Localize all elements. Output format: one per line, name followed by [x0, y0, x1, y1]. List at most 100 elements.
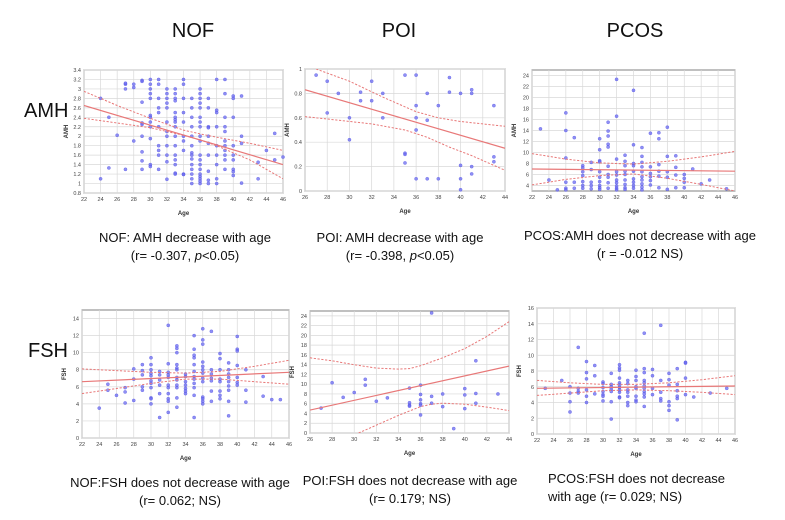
data-point [568, 399, 572, 404]
caption-line-1: POI:FSH does not decrease with age [302, 473, 518, 488]
data-point [325, 79, 329, 83]
data-point [239, 134, 244, 138]
data-point [214, 125, 219, 129]
data-point [235, 383, 239, 387]
data-point [642, 392, 647, 396]
data-point [325, 111, 329, 115]
x-tick-label: 32 [369, 195, 375, 201]
data-point [609, 417, 614, 421]
x-tick-label: 40 [457, 195, 463, 201]
regression-line [84, 104, 283, 166]
x-tick-label: 40 [682, 438, 688, 444]
data-point [157, 378, 162, 382]
data-point [140, 159, 144, 163]
data-point [597, 147, 602, 152]
data-point [223, 77, 227, 82]
data-point [131, 367, 136, 371]
data-point [675, 366, 680, 371]
data-point [584, 377, 589, 381]
y-tick-label: 14 [523, 129, 529, 135]
caption-line-2: (r= 0.062; NS) [138, 493, 221, 508]
x-tick-label: 36 [413, 195, 419, 201]
data-point [418, 398, 423, 402]
data-points [97, 323, 283, 420]
data-point [190, 96, 194, 101]
data-point [140, 373, 145, 377]
data-point [363, 377, 368, 382]
data-point [218, 396, 222, 401]
data-point [190, 106, 194, 110]
x-tick-label: 24 [550, 438, 556, 444]
data-point [157, 415, 162, 420]
data-point [173, 172, 177, 176]
data-point [269, 397, 274, 402]
data-point [223, 125, 227, 129]
confidence-band-lower [532, 173, 735, 191]
data-point [606, 120, 610, 125]
x-tick-label: 44 [715, 438, 721, 444]
y-tick-label: 4 [76, 402, 79, 408]
data-point [173, 162, 177, 167]
y-tick-label: 4 [526, 184, 529, 190]
y-axis-label: AMH [64, 125, 70, 139]
data-point [648, 165, 653, 169]
regression-line [537, 385, 735, 389]
data-point [131, 398, 136, 403]
data-point [231, 169, 235, 174]
x-tick-label: 28 [580, 195, 586, 201]
y-tick-label: 0 [531, 432, 534, 438]
data-point [198, 87, 202, 91]
data-point [623, 182, 627, 187]
data-point [418, 403, 423, 407]
data-point [601, 394, 605, 398]
x-tick-label: 44 [715, 195, 721, 201]
y-tick-label: 14 [301, 363, 307, 369]
data-point [183, 379, 188, 384]
data-point [198, 153, 202, 157]
data-point [272, 131, 277, 136]
data-point [614, 180, 619, 185]
data-point [165, 91, 169, 96]
x-axis-label: Age [180, 456, 192, 462]
data-point [198, 162, 202, 167]
y-tick-label: 10 [528, 353, 534, 359]
data-point [131, 85, 136, 90]
data-point [642, 404, 647, 409]
caption-pvalue: <0.05) [201, 248, 240, 263]
y-tick-label: 1 [78, 182, 81, 188]
data-point [218, 367, 222, 372]
x-tick-label: 28 [583, 438, 589, 444]
data-point [564, 188, 568, 192]
data-point [623, 159, 627, 164]
x-tick-label: 38 [214, 197, 220, 203]
data-point [131, 139, 136, 143]
caption-p: p [194, 248, 202, 263]
column-header-nof: NOF [171, 20, 215, 42]
caption-stat: (r= -0.307, [130, 248, 195, 263]
data-point [235, 349, 239, 353]
confidence-band-upper [82, 359, 289, 374]
x-tick-label: 32 [616, 438, 622, 444]
data-point [642, 395, 647, 399]
y-tick-label: 0.6 [294, 116, 302, 122]
data-point [626, 403, 630, 408]
data-point [665, 187, 670, 192]
data-point [198, 181, 202, 186]
data-point [148, 91, 153, 96]
y-tick-label: 2 [304, 421, 307, 427]
x-axis-label: Age [178, 211, 190, 217]
y-tick-label: 24 [523, 74, 529, 80]
data-point [659, 323, 663, 328]
data-point [589, 183, 593, 188]
data-point [173, 153, 177, 157]
y-tick-label: 4 [304, 411, 307, 417]
data-point [107, 115, 111, 120]
data-point [190, 167, 194, 172]
x-tick-label: 46 [732, 195, 738, 201]
data-point [278, 397, 283, 402]
data-point [181, 148, 186, 153]
x-tick-label: 38 [440, 437, 446, 443]
chart-nof-fsh: 22 24 26 28 30 32 34 36 38 40 42 44 4602468101214Age… [62, 309, 292, 462]
data-point [640, 145, 644, 150]
data-point [198, 101, 202, 105]
